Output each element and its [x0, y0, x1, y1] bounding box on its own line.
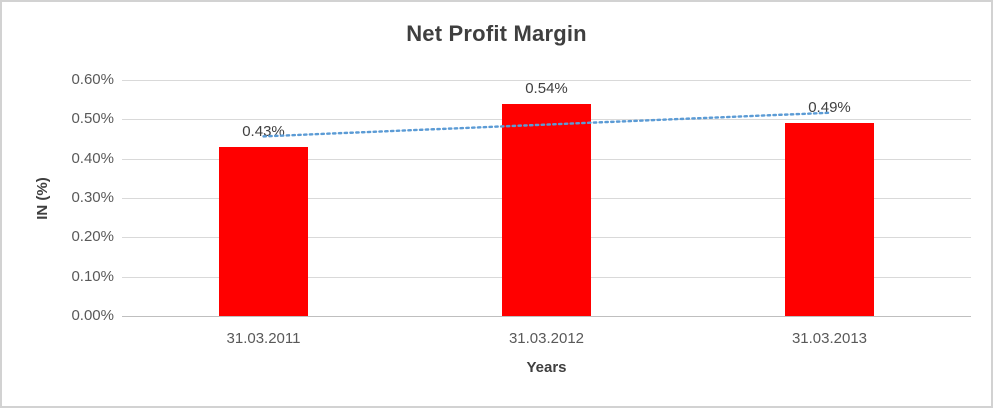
- data-label: 0.54%: [525, 79, 568, 97]
- bar-31.03.2012: [502, 103, 591, 316]
- y-tick-label: 0.00%: [71, 307, 114, 324]
- x-tick-label: 31.03.2012: [508, 330, 585, 347]
- bar-31.03.2013: [785, 123, 874, 316]
- y-tick-label: 0.10%: [71, 267, 114, 285]
- x-axis-labels: 31.03.2011 31.03.2012 31.03.2013: [122, 330, 971, 352]
- y-tick-label: 0.40%: [71, 149, 114, 167]
- plot-area: 0.43% 0.54% 0.49%: [122, 79, 971, 317]
- x-axis-line: [122, 316, 971, 317]
- data-label: 0.43%: [242, 122, 285, 140]
- x-tick-label: 31.03.2011: [226, 330, 301, 347]
- bar-31.03.2011: [219, 146, 308, 316]
- data-label: 0.49%: [808, 99, 851, 117]
- y-tick-label: 0.50%: [71, 110, 114, 128]
- y-tick-label: 0.20%: [71, 228, 114, 246]
- x-axis-title: Years: [526, 359, 567, 376]
- x-tick-label: 31.03.2013: [791, 330, 868, 347]
- y-tick-label: 0.30%: [71, 189, 114, 206]
- chart-title: Net Profit Margin: [406, 21, 587, 46]
- gridline: [122, 80, 971, 81]
- y-tick-label: 0.60%: [71, 71, 114, 88]
- y-axis-ticks: 0.00% 0.10% 0.20% 0.30% 0.40% 0.50% 0.60%: [2, 71, 114, 324]
